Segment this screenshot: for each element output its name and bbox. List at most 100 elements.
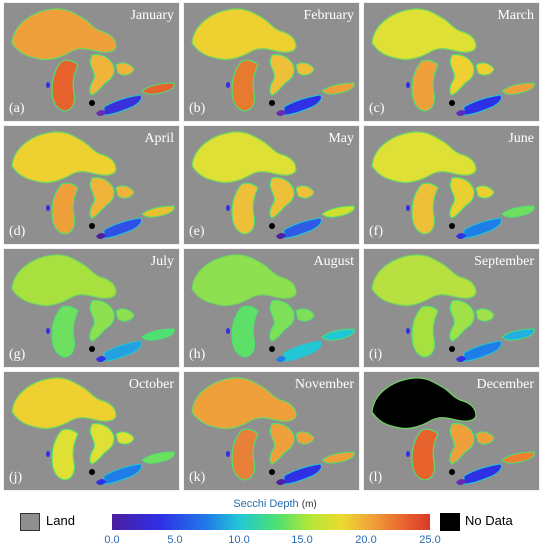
lake-winnebago	[406, 451, 410, 457]
great-lakes-map	[371, 254, 535, 362]
lake-superior	[371, 254, 477, 307]
month-label: February	[303, 8, 354, 23]
lake-ontario	[321, 82, 355, 95]
lake-erie	[276, 94, 323, 116]
month-label: October	[128, 377, 174, 392]
map-panel: October (j)	[3, 371, 180, 491]
great-lakes-map	[191, 131, 355, 239]
great-lakes-map	[191, 254, 355, 362]
lake-superior	[11, 8, 117, 61]
colorbar-title: Secchi Depth (m)	[210, 498, 340, 510]
month-label: April	[144, 131, 174, 146]
lake-erie	[96, 217, 143, 239]
lake-michigan	[51, 428, 79, 481]
map-panel: February (b)	[183, 2, 360, 122]
great-lakes-map	[371, 131, 535, 239]
lake-michigan	[231, 59, 259, 112]
lake-erie	[96, 94, 143, 116]
month-label: September	[474, 254, 534, 269]
map-panel: July (g)	[3, 248, 180, 368]
lake-michigan	[411, 59, 439, 112]
lake-winnebago	[406, 82, 410, 88]
lake-erie	[456, 94, 503, 116]
colorbar-unit: (m)	[301, 499, 317, 510]
lake-superior	[191, 254, 297, 307]
lake-erie	[456, 217, 503, 239]
lake-michigan	[231, 428, 259, 481]
lake-ontario	[501, 82, 535, 95]
lake-winnebago	[226, 328, 230, 334]
lake-ontario	[321, 328, 355, 341]
panel-letter-label: (h)	[189, 347, 206, 362]
great-lakes-map	[371, 377, 535, 485]
lake-huron	[89, 422, 135, 465]
legend: Land Secchi Depth (m) 0.0 5.0 10.0 15.0 …	[0, 496, 543, 550]
lake-st-clair	[449, 100, 455, 106]
month-label: May	[328, 131, 354, 146]
lake-michigan	[231, 305, 259, 358]
colorbar-tick: 5.0	[167, 534, 183, 546]
lake-huron	[89, 299, 135, 342]
land-swatch	[20, 513, 40, 531]
lake-huron	[269, 422, 315, 465]
nodata-swatch	[440, 513, 460, 531]
lake-superior	[371, 8, 477, 61]
lake-superior	[191, 8, 297, 61]
colorbar-title-text: Secchi Depth	[233, 498, 299, 510]
lake-ontario	[501, 451, 535, 464]
lake-st-clair	[269, 223, 275, 229]
lake-superior	[11, 254, 117, 307]
lake-superior	[11, 131, 117, 184]
lake-huron	[449, 299, 495, 342]
lake-erie	[96, 463, 143, 485]
map-panel: June (f)	[363, 125, 540, 245]
panel-letter-label: (i)	[369, 347, 383, 362]
panel-letter-label: (c)	[369, 101, 385, 116]
lake-superior	[371, 377, 477, 430]
great-lakes-map	[11, 131, 175, 239]
map-panel: May (e)	[183, 125, 360, 245]
lake-michigan	[51, 182, 79, 235]
lake-huron	[269, 53, 315, 96]
lake-st-clair	[89, 346, 95, 352]
colorbar-tick: 10.0	[228, 534, 250, 546]
lake-michigan	[411, 428, 439, 481]
lake-erie	[456, 463, 503, 485]
lake-st-clair	[449, 223, 455, 229]
month-label: November	[294, 377, 354, 392]
lake-huron	[449, 53, 495, 96]
map-panel: August (h)	[183, 248, 360, 368]
lake-michigan	[411, 182, 439, 235]
lake-erie	[276, 340, 323, 362]
colorbar-tick: 25.0	[419, 534, 441, 546]
lake-michigan	[51, 59, 79, 112]
map-panel: December (l)	[363, 371, 540, 491]
lake-huron	[449, 422, 495, 465]
lake-erie	[276, 217, 323, 239]
month-label: January	[130, 8, 174, 23]
panel-letter-label: (e)	[189, 224, 205, 239]
lake-st-clair	[89, 100, 95, 106]
lake-st-clair	[449, 469, 455, 475]
lake-winnebago	[226, 82, 230, 88]
great-lakes-map	[371, 8, 535, 116]
lake-superior	[371, 131, 477, 184]
colorbar-tick: 0.0	[104, 534, 120, 546]
colorbar-tick: 15.0	[291, 534, 313, 546]
lake-ontario	[141, 328, 175, 341]
lake-superior	[191, 377, 297, 430]
lake-erie	[456, 340, 503, 362]
map-panel: September (i)	[363, 248, 540, 368]
lake-ontario	[141, 205, 175, 218]
month-label: August	[313, 254, 354, 269]
colorbar-tick: 20.0	[355, 534, 377, 546]
lake-winnebago	[46, 205, 50, 211]
lake-ontario	[141, 451, 175, 464]
lake-st-clair	[89, 223, 95, 229]
lake-huron	[449, 176, 495, 219]
lake-superior	[11, 377, 117, 430]
lake-ontario	[321, 205, 355, 218]
lake-st-clair	[269, 346, 275, 352]
panel-letter-label: (l)	[369, 470, 383, 485]
month-label: December	[476, 377, 534, 392]
